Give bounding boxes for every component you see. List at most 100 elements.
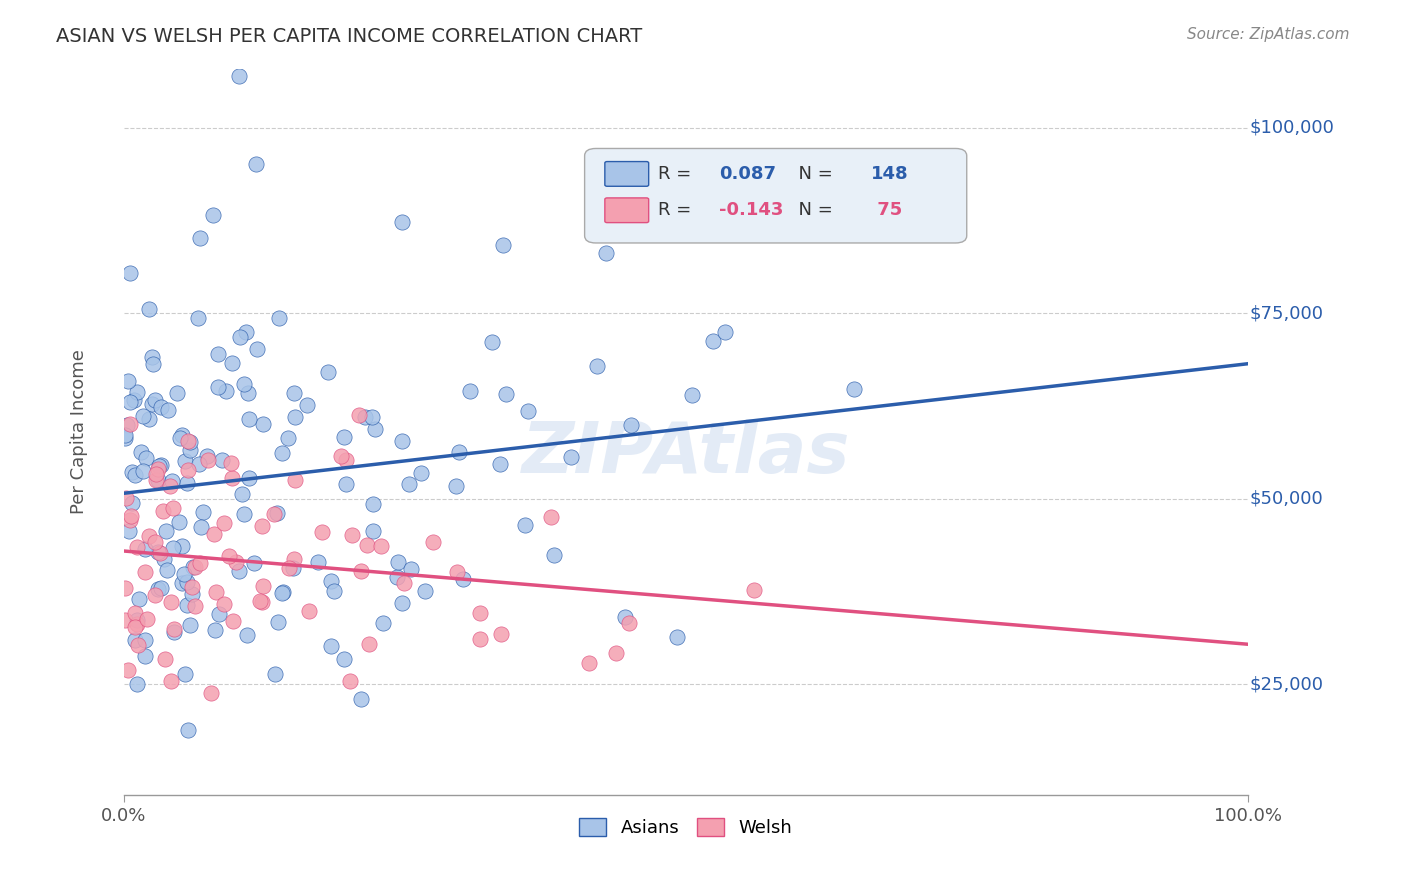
Point	[307, 555, 329, 569]
Point	[114, 431, 136, 445]
Point	[143, 392, 166, 407]
Point	[298, 604, 321, 618]
Text: ASIAN VS WELSH PER CAPITA INCOME CORRELATION CHART: ASIAN VS WELSH PER CAPITA INCOME CORRELA…	[56, 27, 643, 45]
Point	[267, 615, 290, 630]
Point	[169, 515, 191, 529]
Point	[447, 444, 470, 458]
Point	[124, 632, 146, 647]
Point	[146, 474, 169, 488]
Point	[162, 500, 184, 515]
Point	[399, 562, 422, 576]
Point	[742, 583, 765, 598]
Point	[281, 560, 304, 574]
Point	[228, 564, 250, 578]
Point	[127, 617, 149, 632]
Point	[180, 587, 202, 601]
Point	[117, 663, 139, 677]
Point	[391, 434, 413, 448]
Point	[470, 632, 492, 646]
Point	[176, 574, 198, 589]
Point	[491, 627, 513, 641]
Point	[335, 452, 357, 467]
Point	[156, 403, 179, 417]
Point	[277, 560, 299, 574]
Point	[277, 431, 299, 445]
Point	[266, 506, 288, 520]
Point	[354, 410, 377, 425]
Point	[153, 551, 176, 566]
Point	[156, 563, 179, 577]
Point	[385, 570, 408, 584]
Text: $75,000: $75,000	[1250, 304, 1324, 322]
Point	[143, 588, 166, 602]
Point	[370, 539, 392, 553]
Point	[605, 646, 627, 660]
Point	[204, 624, 226, 638]
Point	[134, 542, 156, 557]
Point	[129, 445, 152, 459]
Point	[166, 386, 188, 401]
Point	[163, 622, 186, 636]
Point	[311, 525, 333, 540]
Text: R =: R =	[658, 165, 696, 183]
Text: ZIPAtlas: ZIPAtlas	[522, 419, 851, 488]
Point	[202, 527, 225, 541]
Point	[176, 599, 198, 613]
Point	[614, 610, 637, 624]
Point	[177, 463, 200, 477]
Point	[392, 575, 415, 590]
Point	[560, 450, 582, 464]
Point	[159, 479, 181, 493]
Point	[252, 579, 274, 593]
Point	[136, 612, 159, 626]
Point	[446, 565, 468, 579]
Point	[150, 401, 173, 415]
Point	[235, 325, 257, 339]
Point	[132, 409, 155, 423]
Point	[318, 365, 340, 379]
Point	[125, 613, 148, 627]
Point	[702, 334, 724, 348]
Point	[361, 524, 384, 538]
Point	[128, 591, 150, 606]
Point	[207, 380, 229, 394]
Point	[221, 457, 243, 471]
Point	[125, 385, 148, 400]
Point	[155, 524, 177, 538]
Point	[458, 384, 481, 398]
Point	[134, 633, 156, 648]
Point	[333, 652, 356, 666]
Point	[145, 473, 167, 487]
Point	[141, 396, 163, 410]
Text: 0.087: 0.087	[720, 165, 776, 183]
Point	[176, 476, 198, 491]
Point	[145, 467, 167, 481]
Point	[208, 607, 231, 621]
Point	[361, 409, 384, 424]
Point	[391, 596, 413, 610]
Point	[162, 541, 184, 556]
Point	[703, 189, 725, 203]
Point	[243, 556, 266, 570]
Point	[195, 449, 218, 463]
Point	[249, 593, 271, 607]
Point	[142, 357, 165, 371]
Point	[225, 555, 247, 569]
Point	[184, 559, 207, 574]
Point	[114, 581, 136, 595]
Point	[173, 567, 195, 582]
Point	[391, 215, 413, 229]
Point	[207, 347, 229, 361]
Point	[470, 606, 492, 620]
Point	[215, 384, 238, 399]
Point	[170, 427, 193, 442]
Point	[283, 386, 305, 401]
Point	[120, 513, 142, 527]
Point	[179, 435, 201, 450]
Point	[489, 457, 512, 471]
Point	[211, 453, 233, 467]
FancyBboxPatch shape	[605, 161, 648, 186]
Point	[127, 638, 149, 652]
Point	[413, 584, 436, 599]
Point	[350, 564, 373, 578]
